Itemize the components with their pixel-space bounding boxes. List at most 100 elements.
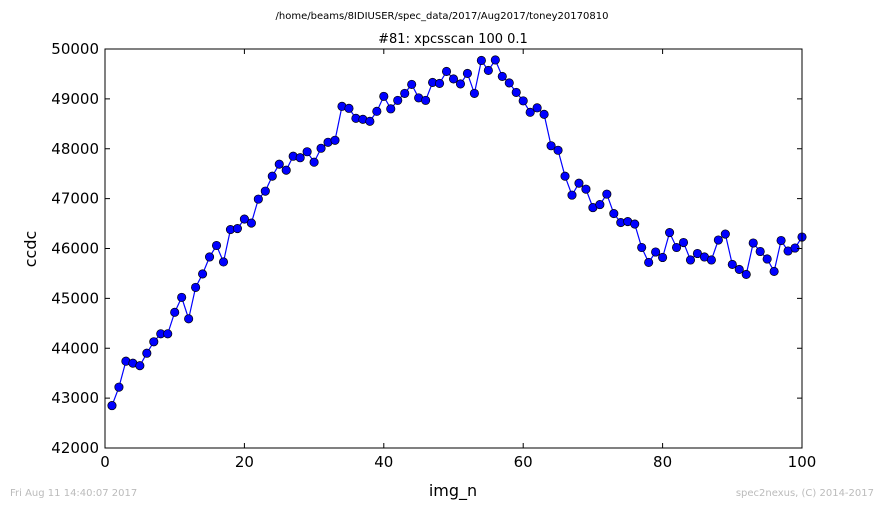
data-point [518,96,528,106]
data-point [741,269,751,279]
data-point [142,348,152,358]
data-point [651,247,661,257]
data-point [400,88,410,98]
data-point [546,141,556,151]
data-point [504,78,514,88]
data-point [574,178,584,188]
data-point [267,171,277,181]
y-tick-label: 43000 [51,389,99,407]
y-tick-label: 46000 [51,240,99,258]
data-point [435,78,445,88]
chart-suptitle: /home/beams/8IDIUSER/spec_data/2017/Aug2… [276,11,609,22]
data-point [149,337,159,347]
data-point [170,307,180,317]
data-point [253,194,263,204]
series-line [111,58,803,406]
data-point [260,186,270,196]
data-point [630,219,640,229]
y-tick-label: 49000 [51,90,99,108]
data-point [184,314,194,324]
axis-ticks: 0 20 40 60 80 100 42000 43000 44000 45000 46000 470… [51,40,816,471]
data-point [706,255,716,265]
data-point [309,157,319,167]
data-point [344,103,354,113]
x-tick-label: 60 [514,453,533,471]
y-tick-label: 44000 [51,339,99,357]
data-point [727,259,737,270]
x-tick-label: 80 [653,453,672,471]
data-point [671,242,682,253]
data-point [455,79,466,89]
data-point [365,116,375,126]
data-point [114,382,124,392]
data-point [539,109,549,119]
data-point [239,214,249,224]
data-point [218,257,229,267]
plot-frame [104,48,803,449]
data-point [232,224,242,234]
data-point [637,242,647,253]
data-point [553,145,563,155]
data-point [483,65,493,75]
data-point [734,264,744,274]
data-point [421,95,431,105]
data-point [177,292,187,302]
data-point [163,329,173,339]
data-point [525,107,535,117]
data-point [560,171,570,181]
data-point [330,135,340,145]
data-point [713,235,723,245]
x-tick-label: 0 [100,453,110,471]
data-point [393,95,403,105]
data-point [211,240,222,251]
data-point [205,252,215,262]
data-point [755,246,765,257]
data-point [720,229,730,239]
data-point [497,71,507,81]
data-point [462,68,472,78]
data-point [685,255,696,265]
plot-area [107,55,807,411]
y-tick-label: 48000 [51,140,99,158]
data-point [441,66,452,76]
y-axis-label: ccdc [21,231,40,268]
x-tick-label: 100 [788,453,817,471]
data-point [191,282,201,292]
data-point [135,361,145,371]
data-point [665,227,675,238]
data-point [448,74,459,84]
data-point [511,87,521,97]
data-point [595,200,605,210]
data-point [644,257,654,268]
data-point [769,266,779,276]
footer-credit: spec2nexus, (C) 2014-2017 [735,488,874,499]
x-tick-label: 40 [374,453,393,471]
data-point [581,184,591,194]
data-point [567,190,577,200]
data-point [198,269,208,279]
data-point [469,88,479,98]
data-point [316,143,326,153]
data-point [274,159,284,169]
data-point [407,79,417,89]
data-point [658,252,668,263]
data-point [532,103,542,113]
data-point [281,165,291,175]
data-point [476,55,486,66]
x-axis-label: img_n [429,481,477,501]
data-point [302,147,312,157]
data-point [748,238,758,248]
chart-title: #81: xpcsscan 100 0.1 [378,32,528,47]
x-tick-label: 20 [235,453,254,471]
data-point [379,91,389,101]
data-point [609,209,619,219]
data-point [776,235,786,246]
data-point [246,218,256,228]
data-point [762,254,772,264]
footer-timestamp: Fri Aug 11 14:40:07 2017 [10,488,138,499]
data-point [678,237,689,248]
y-tick-label: 42000 [51,439,99,457]
data-point [602,189,612,199]
data-point [107,401,117,411]
